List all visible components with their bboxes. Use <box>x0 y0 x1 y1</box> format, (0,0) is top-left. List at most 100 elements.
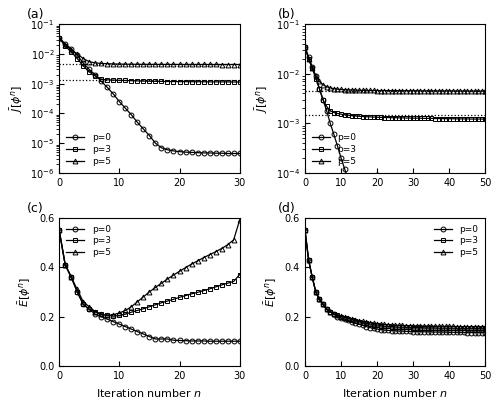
p=0 <box>479 184 485 188</box>
p=5 <box>164 62 170 67</box>
p=3 <box>432 325 438 330</box>
p=5 <box>342 87 347 92</box>
p=3 <box>218 79 224 84</box>
p=3 <box>230 279 236 284</box>
p=5 <box>200 255 206 260</box>
p=0 <box>218 151 224 155</box>
Line: p=3: p=3 <box>302 44 488 121</box>
p=0 <box>62 262 68 267</box>
p=5 <box>302 44 308 49</box>
p=3 <box>170 297 176 302</box>
p=0 <box>200 151 206 155</box>
Line: p=0: p=0 <box>56 228 242 344</box>
p=5 <box>68 275 74 280</box>
p=0 <box>104 85 110 90</box>
p=3 <box>482 326 488 331</box>
p=5 <box>152 285 158 290</box>
p=0 <box>122 324 128 329</box>
p=5 <box>421 88 427 93</box>
p=3 <box>80 302 86 307</box>
p=5 <box>236 218 242 223</box>
p=5 <box>206 62 212 67</box>
p=0 <box>74 53 80 58</box>
p=0 <box>436 182 442 186</box>
X-axis label: Iteration number $n$: Iteration number $n$ <box>342 387 448 399</box>
p=0 <box>370 220 376 225</box>
p=0 <box>116 322 122 326</box>
p=5 <box>116 311 122 315</box>
p=5 <box>432 88 438 93</box>
p=3 <box>146 79 152 84</box>
p=3 <box>122 78 128 83</box>
p=0 <box>218 339 224 344</box>
Line: p=3: p=3 <box>56 35 242 84</box>
p=3 <box>104 77 110 82</box>
p=0 <box>140 127 146 131</box>
p=3 <box>200 79 206 84</box>
p=5 <box>68 47 74 52</box>
p=0 <box>200 339 206 344</box>
Line: p=3: p=3 <box>302 228 488 331</box>
p=0 <box>56 35 62 40</box>
p=5 <box>140 294 146 299</box>
p=0 <box>421 329 427 334</box>
p=3 <box>482 117 488 122</box>
p=3 <box>479 117 485 122</box>
p=5 <box>356 318 362 323</box>
p=3 <box>212 284 218 289</box>
p=3 <box>74 56 80 61</box>
p=3 <box>432 116 438 121</box>
p=5 <box>360 88 366 93</box>
p=0 <box>92 312 98 317</box>
Line: p=0: p=0 <box>56 35 242 156</box>
p=5 <box>92 61 98 66</box>
p=0 <box>170 149 176 153</box>
p=5 <box>212 249 218 254</box>
p=3 <box>164 79 170 84</box>
p=3 <box>360 320 366 325</box>
p=5 <box>230 237 236 242</box>
p=5 <box>158 62 164 67</box>
p=5 <box>122 62 128 67</box>
Line: p=5: p=5 <box>302 228 488 329</box>
p=3 <box>230 79 236 84</box>
p=5 <box>176 269 182 274</box>
p=5 <box>146 62 152 67</box>
p=0 <box>224 339 230 344</box>
p=0 <box>188 339 194 344</box>
p=3 <box>170 79 176 84</box>
X-axis label: Iteration number $n$: Iteration number $n$ <box>96 387 202 399</box>
p=3 <box>188 79 194 84</box>
p=3 <box>479 326 485 331</box>
p=5 <box>98 61 104 66</box>
p=5 <box>224 242 230 247</box>
p=5 <box>158 281 164 286</box>
p=3 <box>110 78 116 83</box>
p=5 <box>212 62 218 67</box>
p=5 <box>104 313 110 318</box>
p=3 <box>176 79 182 84</box>
p=0 <box>86 307 92 312</box>
p=0 <box>176 338 182 343</box>
p=5 <box>188 262 194 267</box>
p=5 <box>92 309 98 314</box>
p=0 <box>236 339 242 344</box>
p=5 <box>152 62 158 67</box>
p=3 <box>212 79 218 84</box>
p=5 <box>146 289 152 294</box>
p=0 <box>140 332 146 337</box>
p=3 <box>98 312 104 317</box>
Line: p=0: p=0 <box>302 228 488 335</box>
p=5 <box>86 59 92 64</box>
p=5 <box>170 62 176 67</box>
p=0 <box>158 337 164 341</box>
p=5 <box>170 273 176 278</box>
p=5 <box>86 304 92 309</box>
p=3 <box>342 112 347 117</box>
p=0 <box>146 334 152 339</box>
p=5 <box>360 319 366 324</box>
p=3 <box>158 300 164 305</box>
p=5 <box>74 52 80 57</box>
p=3 <box>140 306 146 311</box>
p=5 <box>230 62 236 67</box>
